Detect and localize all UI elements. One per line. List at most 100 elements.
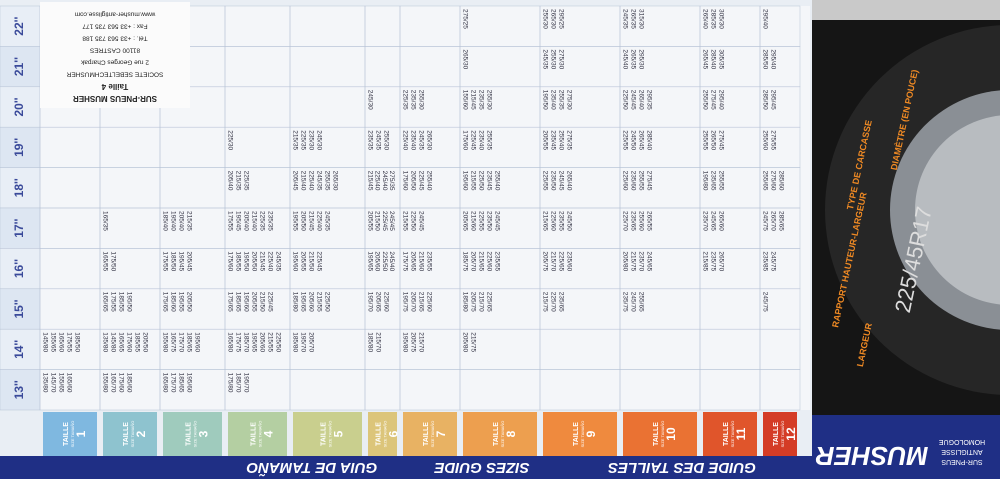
tire-size: 225/50 (409, 211, 416, 231)
rim-label: 14'' (12, 340, 26, 359)
tire-size: 165/80 (161, 373, 168, 393)
tire-size: 195/45 (177, 251, 184, 271)
tire-size: 175/60 (125, 332, 132, 352)
tire-size: 305/30 (717, 9, 724, 29)
tire-size: 175/70 (177, 332, 184, 352)
tire-size: 245/45 (493, 211, 500, 231)
tire-size: 265/45 (701, 49, 708, 69)
tire-size: 245/35 (274, 251, 281, 271)
rim-label: 13'' (12, 380, 26, 399)
tire-size: 175/55 (226, 211, 233, 231)
tire-size: 225/55 (541, 171, 548, 191)
tire-size: 155/80 (101, 373, 108, 393)
tire-size: 205/55 (366, 211, 373, 231)
tire-size: 225/55 (477, 211, 484, 231)
tire-size: 175/60 (461, 130, 468, 150)
tire-size: 175/55 (161, 251, 168, 271)
tire-size: 265/70 (717, 251, 724, 271)
tire-size: 205/70 (409, 292, 416, 312)
tire-size: 295/35 (645, 90, 652, 110)
tire-size: 205/75 (469, 292, 476, 312)
tire-size: 165/55 (101, 251, 108, 271)
tire-size: 165/65 (117, 332, 124, 352)
size-box (228, 412, 287, 456)
size-number: 7 (434, 430, 448, 437)
tire-size: 185/65 (177, 373, 184, 393)
tire-size: 195/70 (242, 373, 249, 393)
tire-size: 225/45 (469, 130, 476, 150)
size-sub: SIZE TAMAÑO (258, 421, 263, 448)
tire-size: 235/40 (409, 130, 416, 150)
tire-size: 135/80 (101, 332, 108, 352)
rim-label: 16'' (12, 259, 26, 278)
tire-size: 265/45 (637, 130, 644, 150)
size-box (463, 412, 537, 456)
tire-size: 165/70 (109, 373, 116, 393)
size-number: 11 (734, 427, 748, 440)
tire-size: 215/45 (469, 90, 476, 110)
tire-size: 255/30 (485, 90, 492, 110)
tire-size: 225/35 (242, 171, 249, 191)
tire-size: 255/55 (701, 130, 708, 150)
row-header (0, 5, 41, 47)
tire-size: 155/60 (461, 90, 468, 110)
tire-size: 205/50 (299, 211, 306, 231)
tire-size: 265/35 (629, 49, 636, 69)
tire-size: 275/55 (769, 130, 776, 150)
size-word: TAILLE (123, 422, 130, 446)
tire-size: 235/30 (307, 130, 314, 150)
tire-size: 245/75 (761, 211, 768, 231)
tire-size: 205/65 (461, 211, 468, 231)
box-edge (812, 0, 1000, 20)
tire-size: 265/70 (769, 211, 776, 231)
tire-size: 245/30 (315, 130, 322, 150)
tire-size: 205/70 (307, 332, 314, 352)
size-sub: SIZE TAMAÑO (193, 421, 198, 448)
brand-name: MUSHER (815, 441, 928, 471)
tire-size: 255/55 (637, 171, 644, 191)
tire-size: 265/35 (629, 9, 636, 29)
tire-size: 225/65 (557, 251, 564, 271)
tire-size: 275/45 (645, 171, 652, 191)
tire-size: 185/55 (117, 292, 124, 312)
tire-size: 245/50 (565, 211, 572, 231)
tire-size: 185/65 (234, 292, 241, 312)
tire-size: 215/70 (549, 251, 556, 271)
tire-size: 245/35 (417, 130, 424, 150)
tire-size: 225/70 (549, 292, 556, 312)
tire-size: 235/35 (366, 130, 373, 150)
rim-label: 19'' (12, 138, 26, 157)
tire-size: 135/80 (41, 373, 48, 393)
size-number: 10 (664, 427, 678, 441)
tire-size: 225/60 (549, 211, 556, 231)
tire-size: 215/60 (417, 251, 424, 271)
tire-size: 235/85 (761, 251, 768, 271)
tire-size: 195/65 (250, 332, 257, 352)
size-word: TAILLE (185, 422, 192, 446)
tire-size: 215/55 (315, 292, 322, 312)
tire-size: 285/50 (761, 49, 768, 69)
sticker-paper (40, 2, 190, 108)
tire-size: 265/30 (331, 171, 338, 191)
tire-size: 175/60 (226, 251, 233, 271)
tire-size: 195/40 (169, 211, 176, 231)
tire-size: 175/60 (401, 171, 408, 191)
tire-size: 255/40 (425, 171, 432, 191)
tire-size: 175/75 (401, 251, 408, 271)
tire-size: 165/75 (169, 332, 176, 352)
tire-size: 215/65 (417, 292, 424, 312)
tire-size: 195/60 (193, 332, 200, 352)
tire-size: 255/35 (485, 130, 492, 150)
tire-size: 215/55 (266, 332, 273, 352)
row-header (0, 207, 41, 249)
size-word: TAILLE (493, 422, 500, 446)
tire-size: 235/65 (709, 171, 716, 191)
tire-size: 235/45 (485, 171, 492, 191)
brand-tagline: SUR-PNEUS (941, 458, 983, 465)
tire-size: 285/50 (761, 90, 768, 110)
rim-label: 22'' (12, 17, 26, 36)
tire-size: 145/80 (109, 332, 116, 352)
tire-size: 205/55 (541, 130, 548, 150)
tire-size: 245/45 (629, 90, 636, 110)
tire-size: 265/30 (425, 130, 432, 150)
